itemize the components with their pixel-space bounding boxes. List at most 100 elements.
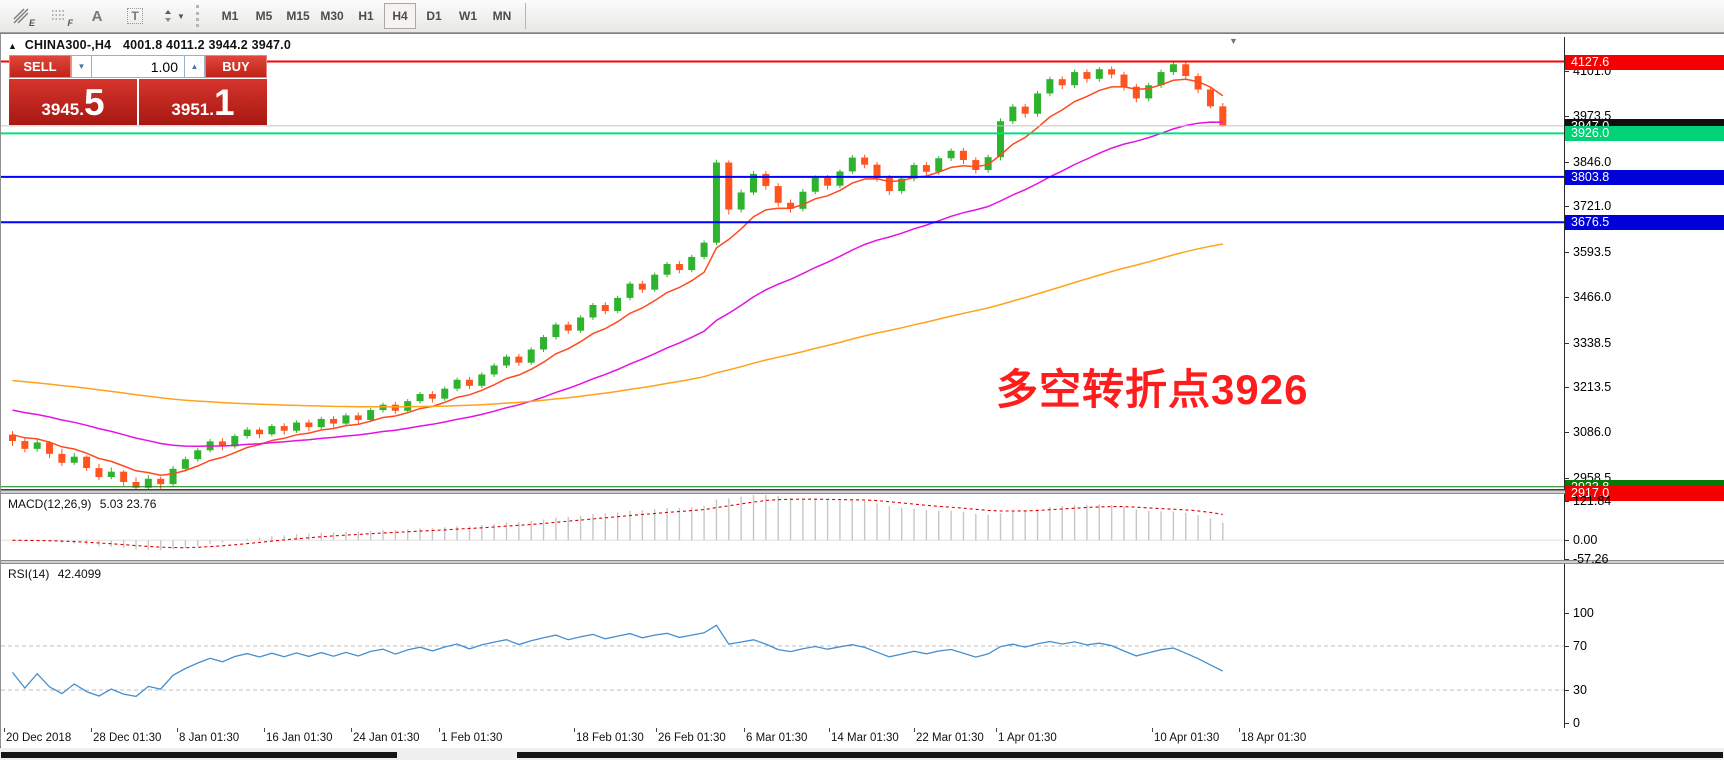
macd-axis-tickmark (1564, 558, 1569, 560)
rsi-axis-tickmark (1564, 723, 1569, 724)
collapse-arrow-icon[interactable]: ▲ (8, 41, 18, 51)
timeframe-button-m5[interactable]: M5 (255, 9, 273, 23)
time-axis-tickmark (177, 728, 178, 732)
macd-axis-tickmark (1564, 500, 1569, 502)
hatch-chart-icon[interactable]: E (4, 3, 38, 29)
toolbar-grip[interactable] (196, 5, 207, 27)
time-axis-label: 20 Dec 2018 (6, 732, 72, 744)
time-axis-tickmark (351, 728, 352, 732)
buy-button[interactable]: BUY (205, 55, 267, 78)
macd-tick-label: 0.00 (1573, 533, 1598, 548)
time-axis-label: 6 Mar 01:30 (746, 732, 808, 744)
timeframe-button-m15[interactable]: M15 (286, 9, 310, 23)
time-axis-label: 1 Feb 01:30 (441, 732, 503, 744)
icon-sub-letter: E (28, 18, 35, 28)
macd-values: 5.03 23.76 (99, 497, 157, 511)
buy-price-main: 3951 (171, 100, 210, 119)
arrows-glyph (165, 10, 172, 22)
icon-sub-letter: F (67, 18, 74, 28)
time-axis-tickmark (1152, 728, 1153, 732)
time-axis-tickmark (574, 728, 575, 732)
time-axis-tickmark (1239, 728, 1240, 732)
chart-annotation: 多空转折点3926 (996, 366, 1309, 413)
grid-pattern-icon[interactable]: F (42, 3, 76, 29)
macd-pane-splitter[interactable] (1, 490, 1724, 494)
time-axis-tickmark (829, 728, 830, 732)
font-icon[interactable]: A (91, 7, 103, 25)
price-level-badge: 2917.0 (1565, 485, 1724, 501)
rsi-axis-tickmark (1564, 690, 1569, 691)
price-axis-tickmark (1564, 206, 1569, 208)
symbol-label: CHINA300-,H4 (24, 38, 112, 52)
volume-increment-button[interactable]: ▲ (184, 55, 205, 78)
timeframe-group: M1 M5 M15 M30 H1 H4 D1 W1 MN (213, 3, 519, 29)
price-axis-tickmark (1564, 342, 1569, 344)
price-level-badge: 3803.8 (1565, 169, 1724, 185)
ohlc-values: 4001.8 4011.2 3944.2 3947.0 (122, 38, 291, 52)
timeframe-button-m1[interactable]: M1 (221, 9, 239, 23)
hatch-glyph (13, 8, 29, 24)
time-axis-label: 18 Apr 01:30 (1241, 732, 1307, 744)
chart-title: ▲ CHINA300-,H4 4001.8 4011.2 3944.2 3947… (8, 38, 291, 52)
time-axis-tickmark (914, 728, 915, 732)
time-axis-label: 16 Jan 01:30 (266, 732, 333, 744)
toolbar-separator (525, 3, 526, 29)
price-axis-tickmark (1564, 297, 1569, 299)
sell-button[interactable]: SELL (9, 55, 71, 78)
buy-price-display: 3951. 1 (139, 79, 267, 125)
chart-shift-marker-icon[interactable]: ▼ (1229, 36, 1238, 46)
time-axis-tickmark (4, 728, 5, 732)
volume-decrement-button[interactable]: ▼ (71, 55, 92, 78)
time-axis-label: 28 Dec 01:30 (93, 732, 162, 744)
price-axis-tickmark (1564, 387, 1569, 389)
macd-tick-label: -57.26 (1573, 551, 1609, 566)
background-window-edge (517, 752, 1723, 758)
rsi-pane-canvas[interactable] (1, 565, 1564, 727)
rsi-pane-splitter[interactable] (1, 560, 1724, 564)
sort-arrows-icon[interactable]: ▼ (156, 3, 190, 29)
price-tick-label: 3213.5 (1573, 380, 1612, 395)
rsi-axis-tickmark (1564, 646, 1569, 647)
grid-glyph (52, 10, 65, 20)
sell-price-dot: . (79, 100, 84, 119)
dropdown-caret-icon: ▼ (177, 11, 185, 21)
timeframe-button-w1[interactable]: W1 (459, 9, 477, 23)
time-axis-label: 10 Apr 01:30 (1154, 732, 1220, 744)
time-axis-label: 22 Mar 01:30 (916, 732, 984, 744)
time-axis-tickmark (996, 728, 997, 732)
main-chart-canvas[interactable] (1, 37, 1564, 491)
timeframe-button-d1[interactable]: D1 (426, 9, 442, 23)
time-axis-label: 8 Jan 01:30 (179, 732, 240, 744)
trade-prices-row: 3945. 5 3951. 1 (9, 79, 267, 125)
timeframe-button-h4[interactable]: H4 (384, 3, 416, 29)
price-level-badge: 4127.6 (1565, 54, 1724, 70)
timeframe-button-m30[interactable]: M30 (320, 9, 344, 23)
time-axis: 20 Dec 2018 28 Dec 01:30 8 Jan 01:30 16 Jan… (1, 728, 1724, 748)
price-axis-tickmark (1564, 251, 1569, 253)
sell-price-main: 3945 (41, 100, 80, 119)
price-tick-label: 3338.5 (1573, 335, 1612, 350)
macd-pane-canvas[interactable] (1, 495, 1564, 560)
timeframe-button-h1[interactable]: H1 (358, 9, 374, 23)
price-tick-label: 3086.0 (1573, 425, 1612, 440)
time-axis-tickmark (91, 728, 92, 732)
time-axis-label: 1 Apr 01:30 (998, 732, 1057, 744)
time-axis-label: 18 Feb 01:30 (576, 732, 644, 744)
timeframe-button-mn[interactable]: MN (492, 9, 512, 23)
textbox-glyph: T (127, 8, 143, 24)
volume-input[interactable] (92, 55, 184, 78)
text-label-icon[interactable]: T (118, 3, 152, 29)
price-tick-label: 3466.0 (1573, 290, 1612, 305)
rsi-tick-label: 100 (1573, 606, 1594, 620)
time-axis-label: 14 Mar 01:30 (831, 732, 899, 744)
time-axis-tickmark (264, 728, 265, 732)
price-tick-label: 3721.0 (1573, 199, 1612, 214)
time-axis-tickmark (439, 728, 440, 732)
buy-price-big-digit: 1 (213, 82, 235, 123)
price-tick-label: 3846.0 (1573, 154, 1612, 169)
price-tick-label: 3593.5 (1573, 244, 1612, 259)
price-axis-tickmark (1564, 71, 1569, 72)
price-axis-tickmark (1564, 432, 1569, 434)
rsi-tick-label: 0 (1573, 716, 1580, 730)
top-toolbar: E F A T ▼ M1 M5 M15 M30 H1 H4 D1 W1 MN (0, 0, 1724, 33)
